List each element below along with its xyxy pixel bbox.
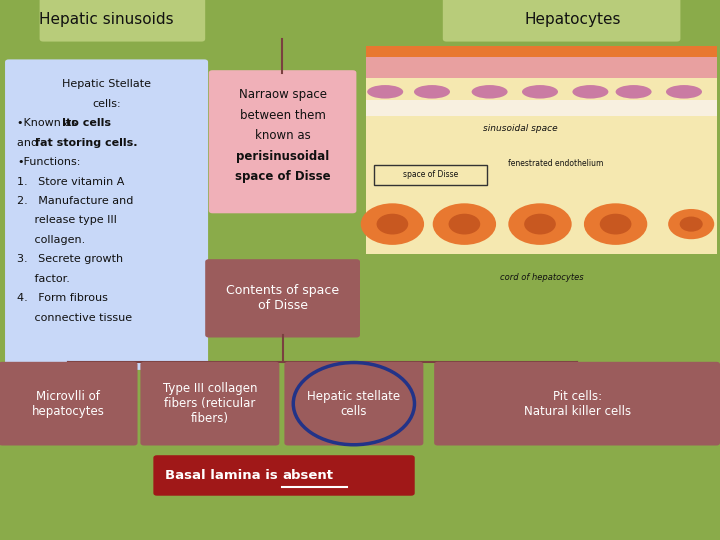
Text: 2.   Manufacture and: 2. Manufacture and [17, 196, 134, 206]
Bar [366, 57, 717, 78]
FancyBboxPatch shape [374, 165, 487, 185]
Ellipse shape [414, 85, 450, 98]
Text: fenestrated endothelium: fenestrated endothelium [508, 159, 603, 168]
Ellipse shape [616, 85, 652, 98]
Text: cord of hepatocytes: cord of hepatocytes [500, 273, 583, 282]
Ellipse shape [472, 85, 508, 98]
Text: Hepatic stellate
cells: Hepatic stellate cells [307, 390, 400, 417]
Text: •Known as: •Known as [17, 118, 81, 129]
Text: release type III: release type III [17, 215, 117, 226]
Bar [366, 100, 717, 116]
Ellipse shape [584, 203, 647, 245]
FancyBboxPatch shape [40, 0, 205, 42]
Text: Basal lamina is: Basal lamina is [164, 469, 282, 482]
Text: Hepatocytes: Hepatocytes [524, 12, 621, 27]
Text: known as: known as [255, 129, 310, 142]
Text: space of Disse: space of Disse [403, 171, 458, 179]
Text: Type III collagen
fibers (reticular
fibers): Type III collagen fibers (reticular fibe… [163, 382, 257, 425]
Ellipse shape [433, 203, 496, 245]
Text: Narraow space: Narraow space [238, 88, 327, 101]
FancyBboxPatch shape [205, 259, 360, 338]
Ellipse shape [572, 85, 608, 98]
Text: sinusoidal space: sinusoidal space [482, 124, 557, 133]
Ellipse shape [361, 203, 424, 245]
Text: Hepatic sinusoids: Hepatic sinusoids [40, 12, 174, 27]
Text: Hepatic Stellate: Hepatic Stellate [62, 79, 151, 90]
Ellipse shape [367, 85, 403, 98]
Ellipse shape [449, 214, 480, 234]
Ellipse shape [377, 214, 408, 234]
Text: Ito cells: Ito cells [62, 118, 111, 129]
Bar [366, 46, 717, 57]
Ellipse shape [508, 203, 572, 245]
Text: absent: absent [282, 469, 333, 482]
Text: collagen.: collagen. [17, 235, 86, 245]
Text: space of Disse: space of Disse [235, 170, 330, 183]
Ellipse shape [524, 214, 556, 234]
Text: and: and [17, 138, 42, 148]
Text: •Functions:: •Functions: [17, 157, 81, 167]
Text: 4.   Form fibrous: 4. Form fibrous [17, 293, 108, 303]
FancyBboxPatch shape [284, 362, 423, 446]
FancyBboxPatch shape [5, 59, 208, 370]
Text: perisinusoidal: perisinusoidal [236, 150, 329, 163]
Text: fat storing cells.: fat storing cells. [35, 138, 138, 148]
Text: factor.: factor. [17, 274, 70, 284]
Ellipse shape [668, 209, 714, 239]
Text: connective tissue: connective tissue [17, 313, 132, 323]
Bar [366, 46, 717, 254]
Text: Contents of space
of Disse: Contents of space of Disse [226, 285, 339, 312]
Ellipse shape [680, 217, 703, 232]
FancyBboxPatch shape [153, 455, 415, 496]
Text: between them: between them [240, 109, 325, 122]
Text: 1.   Store vitamin A: 1. Store vitamin A [17, 177, 125, 187]
Ellipse shape [600, 214, 631, 234]
FancyBboxPatch shape [443, 0, 680, 42]
FancyBboxPatch shape [209, 70, 356, 213]
Text: cells:: cells: [92, 99, 121, 109]
Ellipse shape [522, 85, 558, 98]
Text: 3.   Secrete growth: 3. Secrete growth [17, 254, 123, 265]
FancyBboxPatch shape [140, 362, 279, 446]
FancyBboxPatch shape [0, 362, 138, 446]
Text: Pit cells:
Natural killer cells: Pit cells: Natural killer cells [523, 390, 631, 417]
Ellipse shape [666, 85, 702, 98]
FancyBboxPatch shape [434, 362, 720, 446]
Text: Microvlli of
hepatocytes: Microvlli of hepatocytes [32, 390, 104, 417]
